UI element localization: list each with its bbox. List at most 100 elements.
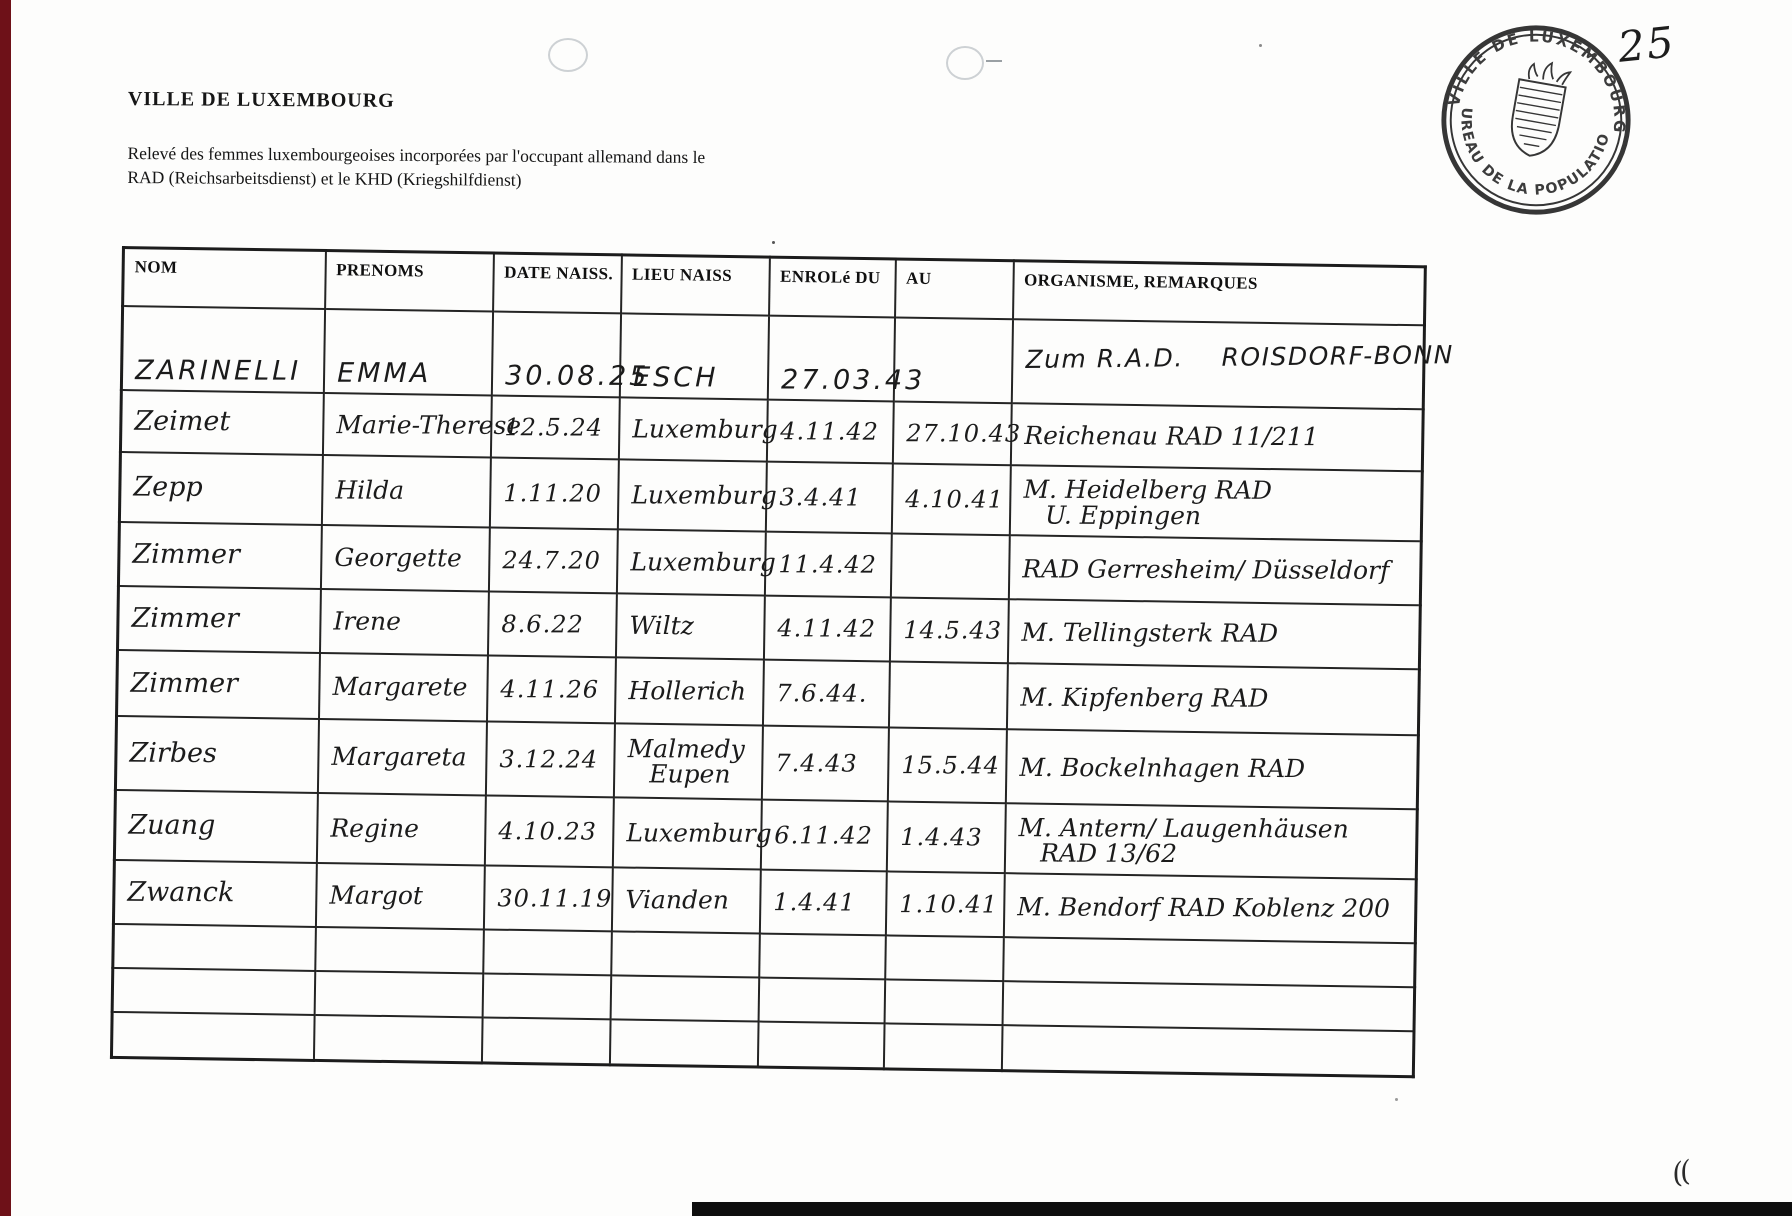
handwritten-date-naiss: 4.11.26 xyxy=(499,674,599,704)
handwritten-lieu-naiss: Hollerich xyxy=(627,676,746,706)
handwritten-organisme: Zum R.A.D. ROISDORF-BONN xyxy=(1024,339,1454,374)
cell-date-naiss xyxy=(481,1016,611,1065)
handwritten-prenoms: Marie-Therese xyxy=(335,410,521,440)
cell-prenoms: Margareta xyxy=(317,718,487,795)
cell-lieu-naiss: Luxemburg xyxy=(616,528,775,596)
handwritten-date-naiss: 30.08.25 xyxy=(504,359,649,392)
document-subtitle: Relevé des femmes luxembourgeoises incor… xyxy=(127,141,705,193)
cell-prenoms: Margot xyxy=(315,862,485,929)
table-body: ZARINELLI EMMA 30.08.25 ESCH 27.03.43 Zu… xyxy=(111,305,1454,1077)
cell-au xyxy=(890,532,1010,599)
cell-au xyxy=(888,660,1008,729)
handwritten-date-naiss: 8.6.22 xyxy=(500,609,584,638)
cell-date-naiss: 3.12.24 xyxy=(485,720,615,797)
pen-dash-artifact xyxy=(986,60,1002,62)
handwritten-date-naiss: 1.11.20 xyxy=(502,478,602,508)
cell-lieu-naiss xyxy=(610,974,759,1022)
cell-nom: Zwanck xyxy=(113,859,317,927)
handwritten-lieu-naiss: Wiltz xyxy=(628,610,694,641)
municipal-stamp: VILLE DE LUXEMBOURG - BUREAU DE LA POPUL… xyxy=(1422,6,1643,215)
handwritten-organisme-line2: U. Eppingen xyxy=(1044,500,1201,530)
cell-prenoms: EMMA xyxy=(323,308,493,395)
handwritten-date-naiss: 3.12.24 xyxy=(498,744,598,774)
handwritten-organisme-line2: RAD 13/62 xyxy=(1039,838,1177,868)
handwritten-enrole-du: 27.03.43 xyxy=(780,364,925,396)
cell-date-naiss: 8.6.22 xyxy=(487,590,617,657)
cell-nom: Zepp xyxy=(119,451,323,525)
cell-au: 27.10.43 xyxy=(892,400,1021,465)
cell-date-naiss xyxy=(482,928,612,975)
column-header-organisme: ORGANISME, REMARQUES xyxy=(1012,260,1426,325)
cell-lieu-naiss: Luxemburg xyxy=(612,796,771,870)
scan-speck xyxy=(772,241,775,244)
cell-nom: Zuang xyxy=(114,789,318,863)
handwritten-prenoms: Hilda xyxy=(334,475,404,505)
cell-nom: Zimmer xyxy=(118,521,322,589)
handwritten-date-naiss: 4.10.23 xyxy=(497,816,597,846)
cell-au: 4.10.41 xyxy=(891,462,1011,535)
handwritten-organisme: M. Bockelnhagen RAD xyxy=(1018,752,1305,784)
handwritten-nom: Zeimet xyxy=(134,405,231,438)
handwritten-lieu-naiss-line2: Eupen xyxy=(648,758,731,789)
handwritten-date-naiss: 12.5.24 xyxy=(503,412,603,442)
cell-prenoms: Irene xyxy=(319,588,489,655)
handwritten-enrole-du: 1.4.41 xyxy=(772,887,856,917)
cell-nom: Zimmer xyxy=(116,649,320,719)
handwritten-enrole-du: 11.4.42 xyxy=(777,549,877,579)
cell-enrole-du: 27.03.43 xyxy=(767,315,925,401)
subtitle-line-1: Relevé des femmes luxembourgeoises incor… xyxy=(127,142,706,168)
cell-organisme: M. Bockelnhagen RAD xyxy=(1005,728,1419,809)
cell-lieu-naiss: Luxemburg xyxy=(617,458,776,532)
handwritten-corner-mark: (( xyxy=(1668,1154,1692,1191)
handwritten-nom: Zwanck xyxy=(127,876,235,909)
cell-organisme: M. Heidelberg RAD U. Eppingen xyxy=(1009,464,1423,541)
cell-au xyxy=(883,1022,1003,1071)
cell-organisme: RAD Gerresheim/ Düsseldorf xyxy=(1008,534,1422,605)
handwritten-nom: Zimmer xyxy=(130,667,239,700)
cell-au xyxy=(884,978,1003,1025)
cell-prenoms: Margarete xyxy=(318,652,488,721)
handwritten-prenoms: Regine xyxy=(329,813,419,843)
cell-date-naiss: 30.11.19 xyxy=(483,864,613,931)
cell-organisme: M. Antern/ Laugenhäusen RAD 13/62 xyxy=(1004,802,1418,879)
handwritten-nom: Zirbes xyxy=(129,737,217,770)
cell-nom: ZARINELLI xyxy=(121,305,325,393)
cell-enrole-du: 7.4.43 xyxy=(761,725,889,801)
handwritten-prenoms: Margot xyxy=(328,880,423,911)
handwritten-enrole-du: 3.4.41 xyxy=(778,482,862,512)
cell-enrole-du: 1.4.41 xyxy=(759,869,887,935)
cell-au: 15.5.44 xyxy=(887,726,1007,803)
cell-nom xyxy=(111,1011,315,1061)
cell-lieu-naiss: Wiltz xyxy=(615,592,765,660)
handwritten-organisme: M. Bendorf RAD Koblenz 200 xyxy=(1016,892,1390,923)
cell-enrole-du xyxy=(758,977,885,1023)
handwritten-enrole-du: 4.11.42 xyxy=(776,613,876,643)
cell-date-naiss: 24.7.20 xyxy=(488,526,618,593)
cell-prenoms xyxy=(313,1014,483,1063)
scan-speck xyxy=(1395,1098,1398,1101)
document-header: VILLE DE LUXEMBOURG Relevé des femmes lu… xyxy=(127,88,705,193)
cell-enrole-du: 6.11.42 xyxy=(760,799,888,871)
records-table-container: NOM PRENOMS DATE NAISS. LIEU NAISS ENROL… xyxy=(109,246,1454,1079)
cell-prenoms: Marie-Therese xyxy=(322,392,521,457)
cell-enrole-du: 4.11.42 xyxy=(763,595,891,661)
cell-organisme xyxy=(1002,936,1416,987)
cell-lieu-naiss: ESCH xyxy=(619,312,769,400)
column-header-enrole-du: ENROLé DU xyxy=(768,257,896,317)
cell-nom xyxy=(112,923,316,971)
cell-organisme: M. Bendorf RAD Koblenz 200 xyxy=(1003,872,1417,943)
cell-organisme: Zum R.A.D. ROISDORF-BONN xyxy=(1011,318,1454,409)
cell-enrole-du: 4.11.42 xyxy=(766,399,894,463)
cell-prenoms: Georgette xyxy=(320,524,490,591)
cell-au xyxy=(884,934,1004,981)
cell-nom: Zeimet xyxy=(120,389,324,455)
handwritten-au: 15.5.44 xyxy=(900,750,1000,780)
cell-nom: Zimmer xyxy=(117,585,321,653)
cell-organisme xyxy=(1002,980,1415,1031)
scan-speck xyxy=(1259,44,1262,47)
handwritten-organisme: M. Tellingsterk RAD xyxy=(1020,617,1278,648)
handwritten-nom: Zuang xyxy=(128,809,216,841)
cell-enrole-du xyxy=(757,1021,885,1069)
cell-date-naiss: 30.08.25 xyxy=(491,311,649,397)
